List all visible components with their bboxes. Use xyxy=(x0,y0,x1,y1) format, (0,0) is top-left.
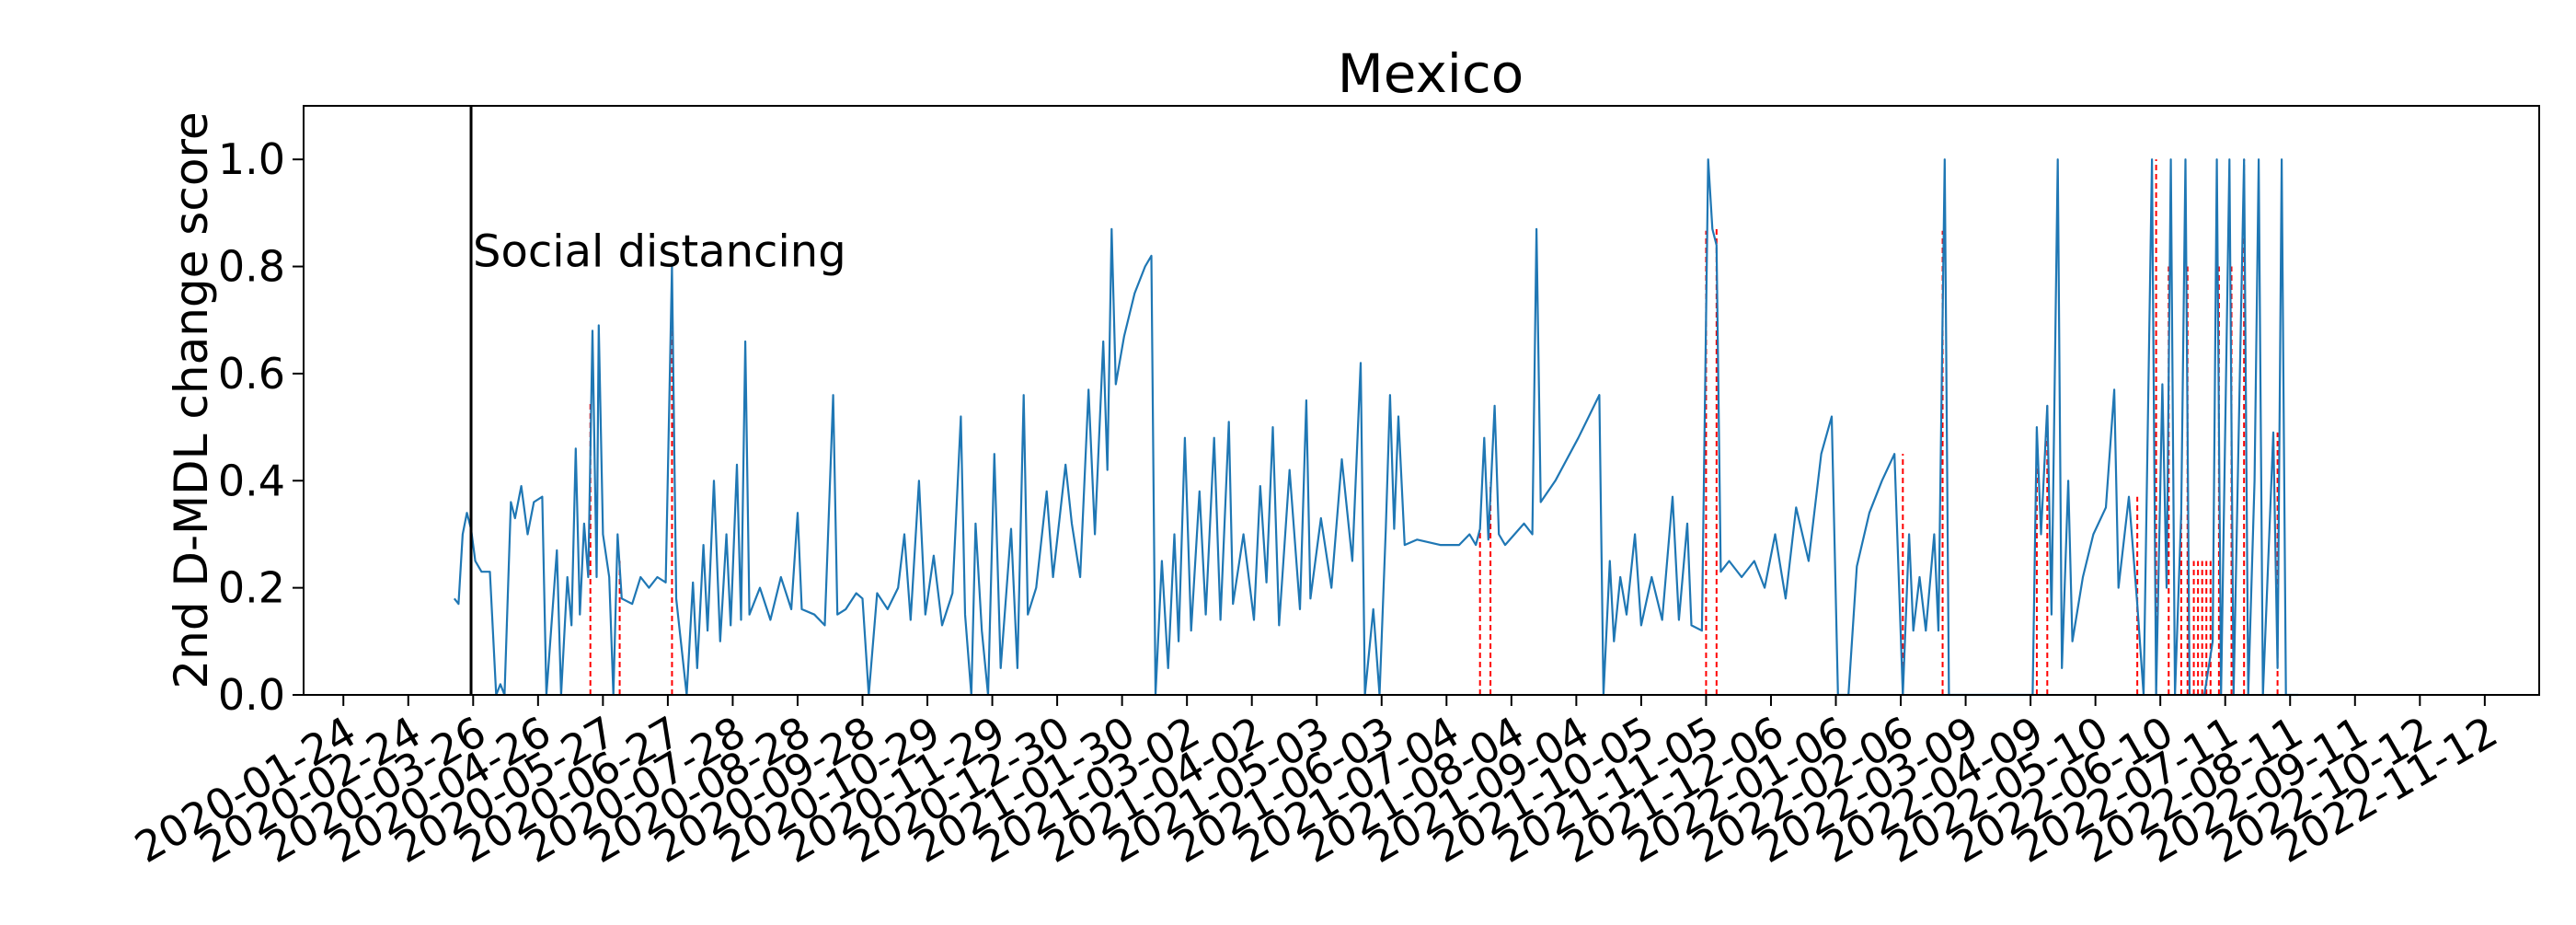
plot-frame xyxy=(303,105,2540,696)
y-tick-label: 0.8 xyxy=(218,242,285,292)
y-tick-label: 1.0 xyxy=(218,134,285,184)
y-axis-label: 2nd D-MDL change score xyxy=(165,111,218,688)
plot-area: Social distancing0.00.20.40.60.81.02020-… xyxy=(126,105,2540,873)
y-tick-label: 0.4 xyxy=(218,456,285,505)
y-tick-label: 0.0 xyxy=(218,670,285,720)
event-marker-label: Social distancing xyxy=(473,226,846,278)
chart-title: Mexico xyxy=(1338,42,1524,105)
y-tick-label: 0.6 xyxy=(218,349,285,399)
y-tick-label: 0.2 xyxy=(218,563,285,613)
